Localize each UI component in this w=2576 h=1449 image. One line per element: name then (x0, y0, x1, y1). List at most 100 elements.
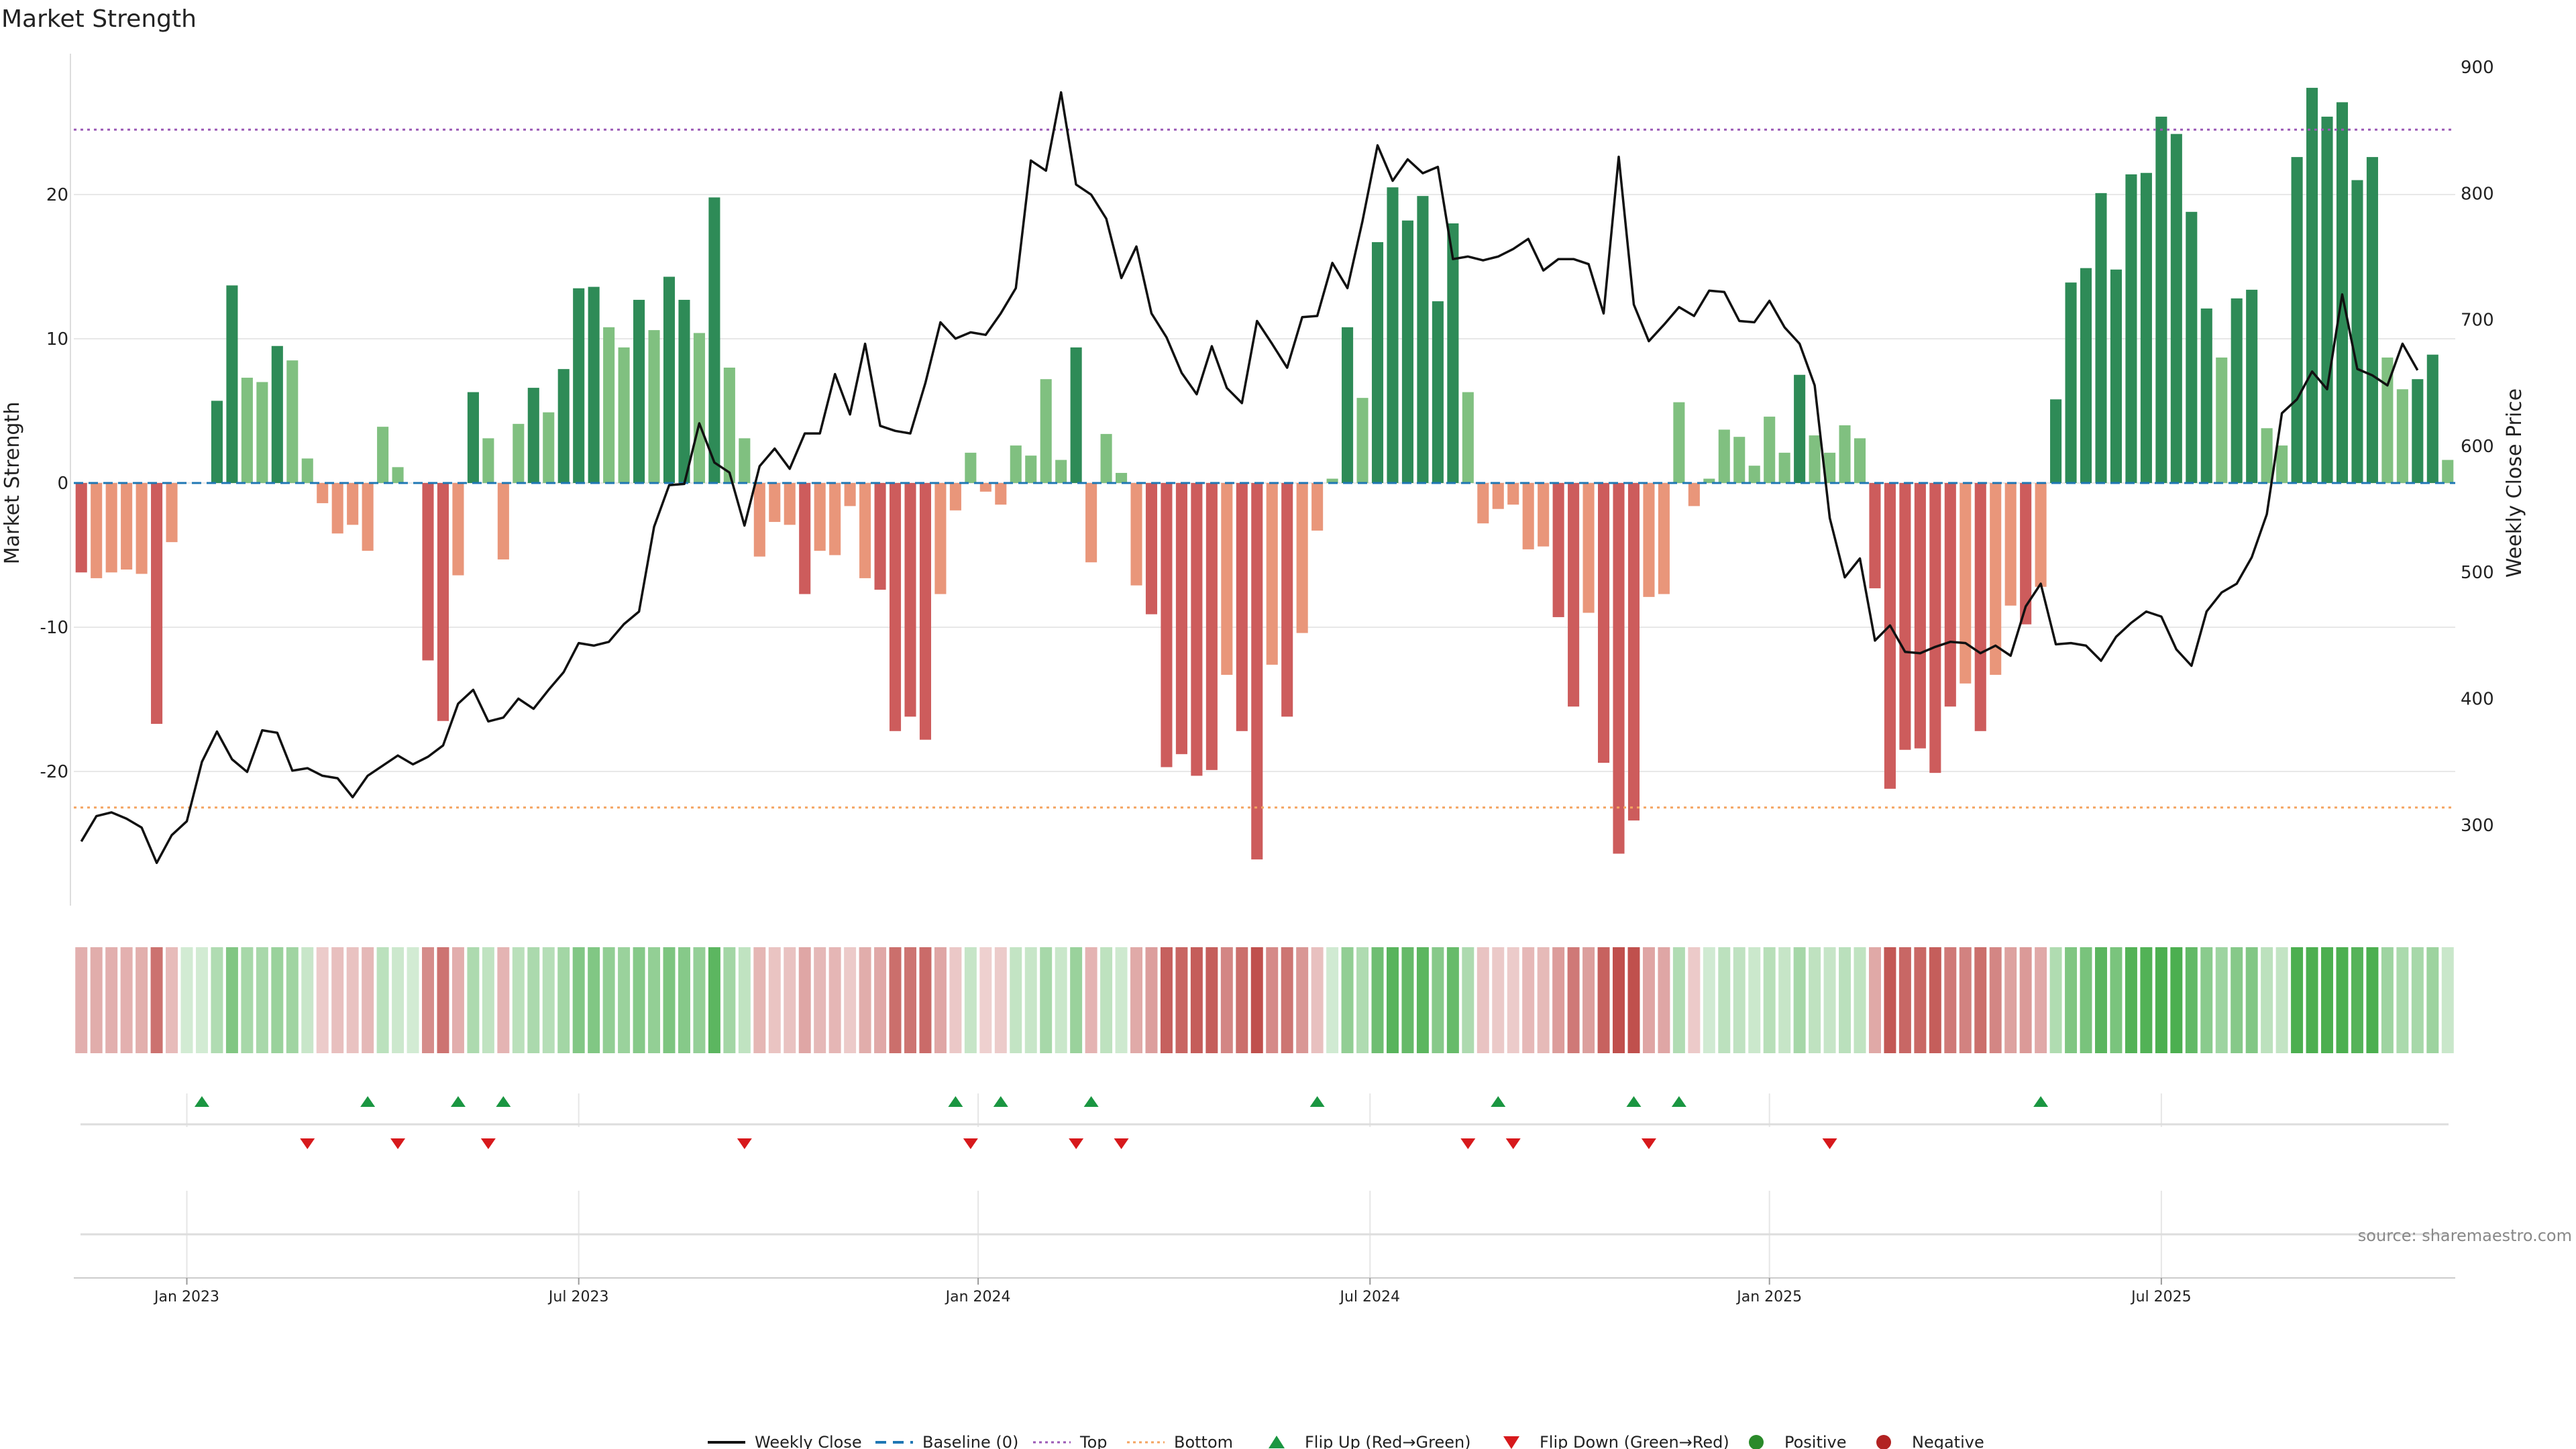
heat-cell (1959, 947, 1972, 1053)
heat-cell (286, 947, 299, 1053)
strength-bar (2200, 308, 2212, 483)
heat-cell (1401, 947, 1414, 1053)
heat-cell (602, 947, 615, 1053)
heat-cell (2426, 947, 2439, 1053)
strength-bar (1130, 483, 1142, 586)
heat-cell (376, 947, 389, 1053)
strength-bar (2231, 298, 2243, 483)
left-tick-label: 10 (46, 329, 68, 350)
heat-cell (1507, 947, 1519, 1053)
strength-bar (1944, 483, 1956, 707)
flip-up-marker (360, 1096, 376, 1107)
heat-cell (979, 947, 992, 1053)
strength-bar (1371, 241, 1384, 483)
flip-down-marker (1505, 1138, 1521, 1149)
flip-up-marker (1671, 1096, 1686, 1107)
heat-cell (2441, 947, 2454, 1053)
strength-bar (829, 483, 841, 555)
heat-cell (301, 947, 314, 1053)
heat-cell (105, 947, 118, 1053)
strength-bar (1010, 445, 1022, 483)
strength-bar (1447, 223, 1459, 483)
strength-bar (1568, 483, 1580, 707)
right-tick-label: 600 (2461, 437, 2494, 457)
strength-bar (949, 483, 961, 511)
heat-cell (1793, 947, 1806, 1053)
strength-bar (844, 483, 856, 506)
strength-bar (2321, 116, 2333, 483)
strength-bar (1221, 483, 1233, 675)
strength-bar (799, 483, 811, 594)
heat-cell (211, 947, 223, 1053)
flip-up-marker (1491, 1096, 1506, 1107)
legend-label: Top (1079, 1433, 1108, 1449)
strength-bar (1417, 196, 1429, 483)
heat-cell (1809, 947, 1821, 1053)
strength-bar (995, 483, 1007, 505)
legend-item: Flip Up (Red→Green) (1269, 1433, 1471, 1449)
strength-bar (2065, 282, 2077, 483)
heat-cell (1703, 947, 1715, 1053)
heat-cell (949, 947, 962, 1053)
heat-cell (1718, 947, 1731, 1053)
flip-down-marker (1822, 1138, 1837, 1149)
strength-bar (2426, 354, 2438, 483)
price-series (80, 91, 2419, 865)
heat-cell (1205, 947, 1218, 1053)
heat-cell (557, 947, 570, 1053)
heat-cell (1281, 947, 1293, 1053)
strength-bar (1326, 478, 1338, 483)
heat-cell (75, 947, 88, 1053)
heat-cell (1145, 947, 1158, 1053)
strength-bar (1040, 379, 1052, 483)
heat-cell (2321, 947, 2334, 1053)
strength-bar (723, 368, 735, 483)
weekly-close-line (80, 91, 2419, 865)
strength-bar (1401, 220, 1413, 483)
strength-bar (1522, 483, 1534, 549)
legend-label: Weekly Close (755, 1433, 862, 1449)
heat-cell (1884, 947, 1896, 1053)
x-tick-label: Jan 2024 (945, 1289, 1011, 1305)
legend-label: Baseline (0) (922, 1433, 1018, 1449)
legend-item: Top (1033, 1433, 1108, 1449)
strength-bar (2216, 357, 2228, 483)
heat-cell (482, 947, 494, 1053)
right-tick-label: 700 (2461, 311, 2494, 331)
strength-bar (2155, 116, 2167, 483)
flip-up-marker (450, 1096, 466, 1107)
legend: Weekly Close Baseline (0) Top Bottom Flip Up… (708, 1433, 1984, 1449)
flip-up-marker (948, 1096, 963, 1107)
heat-cell (1672, 947, 1685, 1053)
heat-cell (1100, 947, 1113, 1053)
heat-cell (708, 947, 720, 1053)
heat-cell (1658, 947, 1670, 1053)
heat-cell (1055, 947, 1067, 1053)
strength-bar (105, 483, 117, 573)
heat-cell (1296, 947, 1309, 1053)
strength-bar (2291, 157, 2303, 483)
heat-cell (512, 947, 525, 1053)
circle-icon (1876, 1435, 1891, 1449)
strength-bar (1613, 483, 1625, 854)
right-tick-label: 500 (2461, 563, 2494, 583)
heat-cell (1371, 947, 1384, 1053)
strength-bar (1070, 347, 1082, 483)
heat-cell (422, 947, 434, 1053)
strength-bar (2186, 211, 2198, 483)
strength-bar (1794, 374, 1806, 483)
legend-item: Positive (1749, 1433, 1847, 1449)
strength-bar (889, 483, 902, 731)
strength-bar (1658, 483, 1670, 594)
heat-cell (1341, 947, 1354, 1053)
heat-cell (467, 947, 480, 1053)
legend-item: Weekly Close (708, 1433, 862, 1449)
right-tick-label: 800 (2461, 184, 2494, 204)
strength-bar (1266, 483, 1278, 665)
heat-cell (1416, 947, 1429, 1053)
strength-bar (2095, 193, 2107, 483)
heat-cell (994, 947, 1007, 1053)
strength-bar (588, 286, 600, 483)
legend-label: Flip Up (Red→Green) (1305, 1433, 1471, 1449)
